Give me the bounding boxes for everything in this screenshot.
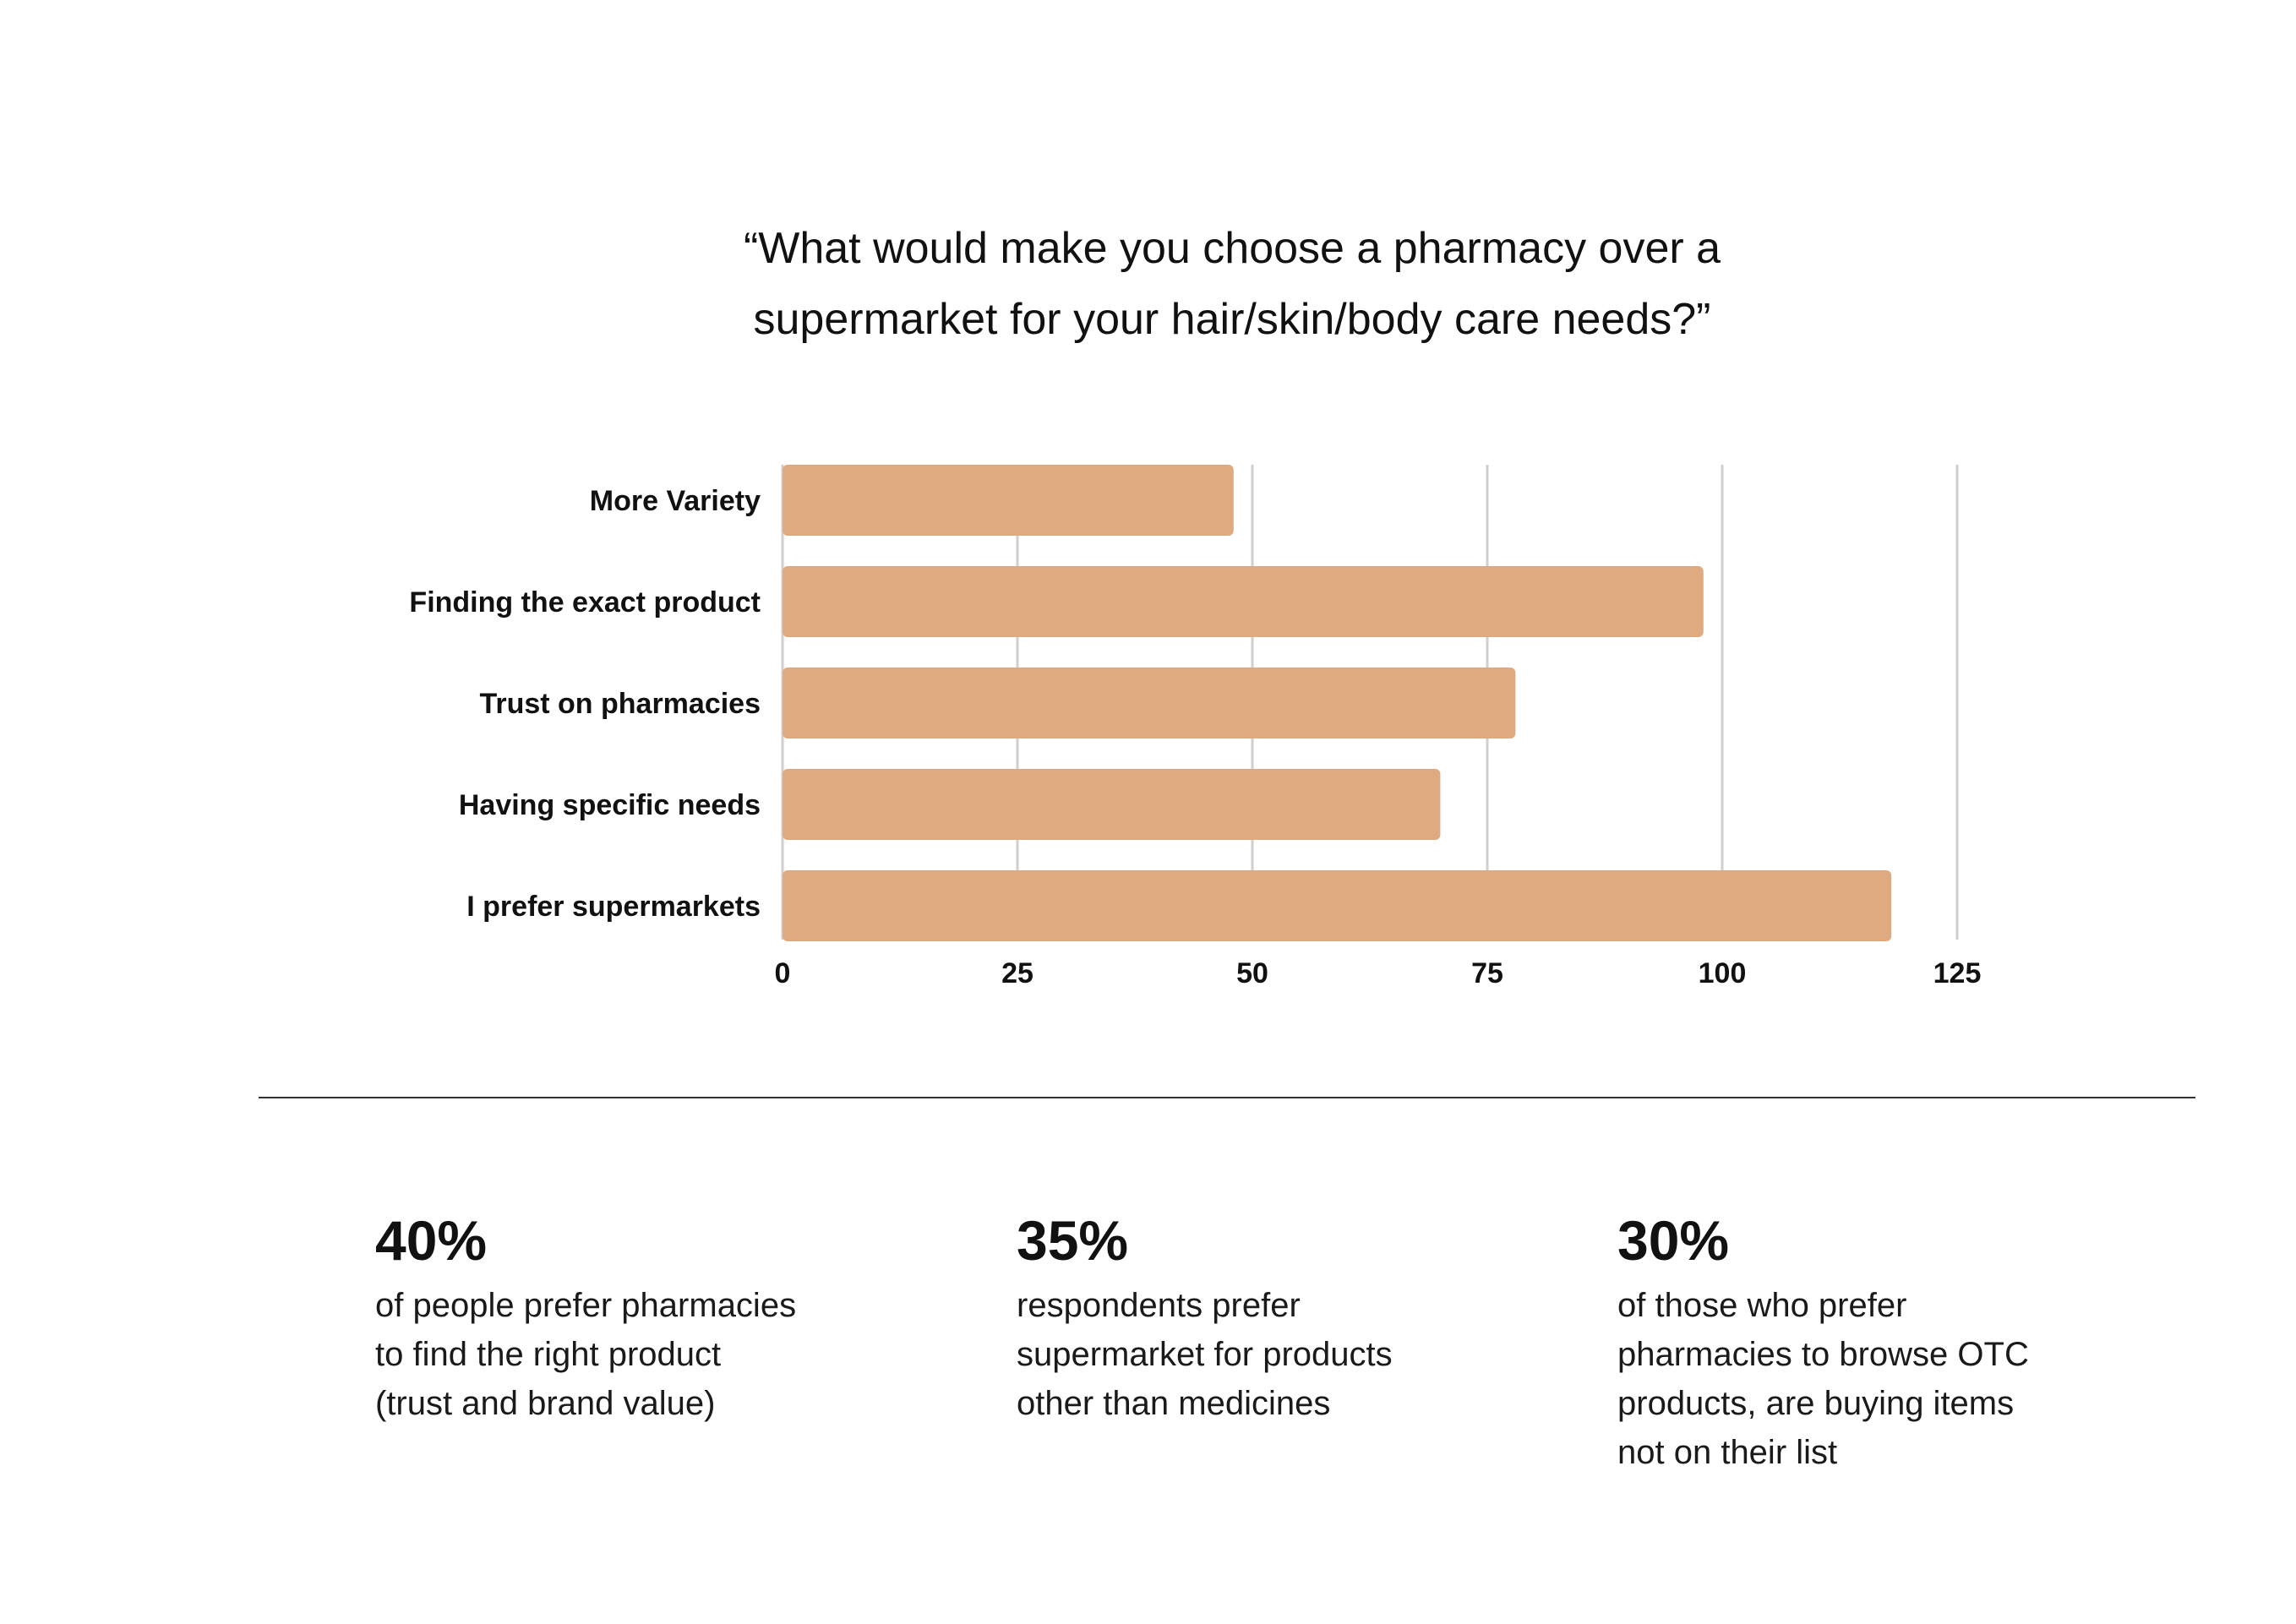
x-tick-label: 75	[1471, 957, 1503, 989]
stat-line: to find the right product	[375, 1336, 722, 1373]
chart-title-line-2: supermarket for your hair/skin/body care…	[753, 295, 1711, 344]
stat-description: of people prefer pharmacies to find the …	[375, 1281, 796, 1428]
stat-block-1: 40% of people prefer pharmacies to find …	[375, 1200, 796, 1428]
stat-line: respondents prefer	[1017, 1287, 1301, 1324]
x-tick-label: 25	[1001, 957, 1033, 989]
stat-line: other than medicines	[1017, 1385, 1331, 1422]
x-tick-label: 125	[1933, 957, 1982, 989]
x-tick-label: 0	[775, 957, 791, 989]
x-tick-label: 100	[1699, 957, 1747, 989]
bar	[783, 668, 1516, 738]
category-label: Having specific needs	[459, 789, 761, 821]
stat-value: 35%	[1017, 1209, 1129, 1272]
stat-line: products, are buying items	[1617, 1385, 2015, 1422]
category-label: Finding the exact product	[409, 586, 761, 619]
stat-line: supermarket for products	[1017, 1336, 1393, 1373]
stat-value: 30%	[1617, 1209, 1730, 1272]
stat-line: (trust and brand value)	[375, 1385, 716, 1422]
stat-value: 40%	[375, 1209, 488, 1272]
chart-title-line-1: “What would make you choose a pharmacy o…	[743, 224, 1721, 273]
stat-line: not on their list	[1617, 1434, 1838, 1471]
section-divider	[259, 1097, 2195, 1098]
bar	[783, 870, 1892, 941]
x-tick-label: 50	[1236, 957, 1268, 989]
bar-chart: More Variety Finding the exact product Tru…	[409, 465, 1982, 989]
stat-line: of people prefer pharmacies	[375, 1287, 797, 1324]
stat-block-2: 35% respondents prefer supermarket for p…	[1017, 1200, 1393, 1428]
category-label: I prefer supermarkets	[466, 891, 761, 923]
stat-line: of those who prefer	[1617, 1287, 1907, 1324]
bar	[783, 465, 1234, 536]
category-label: Trust on pharmacies	[479, 688, 761, 720]
chart-title: “What would make you choose a pharmacy o…	[472, 213, 1993, 355]
bar	[783, 566, 1704, 637]
stat-description: of those who prefer pharmacies to browse…	[1617, 1281, 2029, 1477]
bar	[783, 769, 1441, 840]
stat-block-3: 30% of those who prefer pharmacies to br…	[1617, 1200, 2029, 1477]
stat-line: pharmacies to browse OTC	[1617, 1336, 2029, 1373]
category-label: More Variety	[590, 485, 761, 517]
stat-description: respondents prefer supermarket for produ…	[1017, 1281, 1393, 1428]
